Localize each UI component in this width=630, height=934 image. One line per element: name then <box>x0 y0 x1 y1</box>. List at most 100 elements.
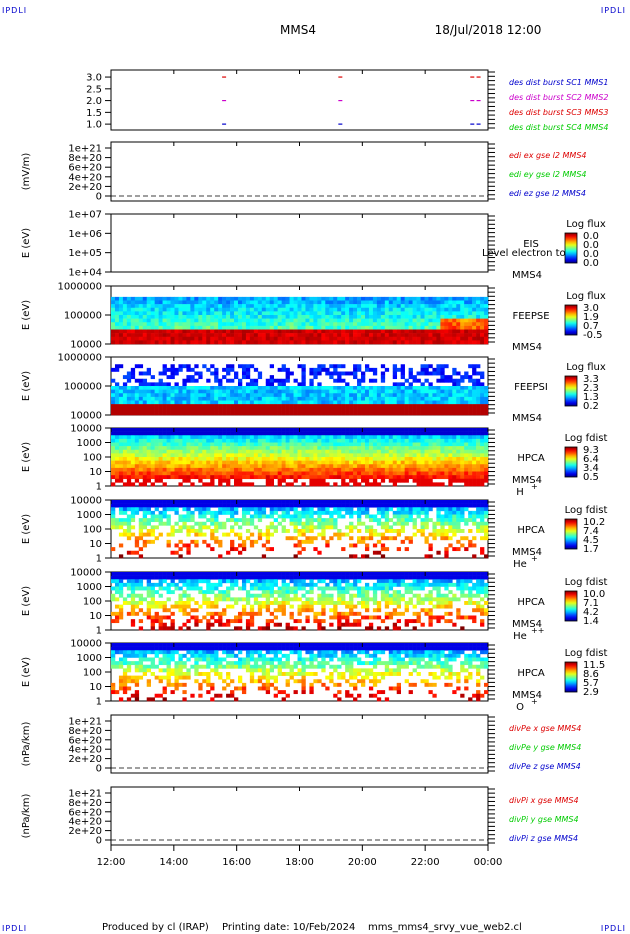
spectrogram-cell <box>198 325 203 330</box>
spectrogram-cell <box>186 364 191 369</box>
spectrogram-cell <box>214 431 219 436</box>
spectrogram-cell <box>202 322 207 327</box>
spectrogram-cell <box>448 296 453 301</box>
spectrogram-cell <box>480 296 485 301</box>
spectrogram-cell <box>416 446 421 451</box>
spectrogram-cell <box>436 510 441 515</box>
spectrogram-cell <box>146 586 151 591</box>
spectrogram-cell <box>468 389 473 394</box>
spectrogram-cell <box>170 575 175 580</box>
spectrogram-cell <box>341 532 346 537</box>
spectrogram-cell <box>376 396 382 401</box>
spectrogram-cell <box>146 507 151 512</box>
spectrogram-cell <box>333 446 338 451</box>
spectrogram-cell <box>337 449 342 454</box>
spectrogram-cell <box>368 311 374 316</box>
spectrogram-cell <box>384 393 390 398</box>
spectrogram-cell <box>460 449 465 454</box>
spectrogram-cell <box>130 597 136 602</box>
spectrogram-cell <box>178 386 183 390</box>
spectrogram-cell <box>190 336 195 341</box>
spectrogram-cell <box>178 389 183 394</box>
spectrogram-cell <box>206 543 211 548</box>
spectrogram-cell <box>118 389 124 394</box>
spectrogram-cell <box>190 378 195 383</box>
spectrogram-cell <box>333 471 338 476</box>
spectrogram-cell <box>190 525 195 530</box>
spectrogram-cell <box>249 449 255 454</box>
spectrogram-cell <box>126 449 132 454</box>
spectrogram-cell <box>392 510 398 515</box>
spectrogram-cell <box>293 325 298 330</box>
spectrogram-cell <box>174 307 179 312</box>
spectrogram-cell <box>154 304 159 309</box>
spectrogram-cell <box>293 389 298 394</box>
spectrogram-cell <box>170 300 175 305</box>
spectrogram-cell <box>448 529 453 533</box>
spectrogram-cell <box>444 536 449 541</box>
spectrogram-cell <box>170 464 175 469</box>
spectrogram-cell <box>448 300 453 305</box>
spectrogram-cell <box>396 393 401 398</box>
spectrogram-cell <box>122 507 128 512</box>
spectrogram-cell <box>122 442 128 447</box>
spectrogram-cell <box>198 457 203 461</box>
spectrogram-cell <box>182 304 187 309</box>
spectrogram-cell <box>269 457 275 461</box>
spectrogram-cell <box>230 404 235 409</box>
spectrogram-cell <box>150 411 155 416</box>
spectrogram-cell <box>412 333 417 338</box>
spectrogram-cell <box>372 378 378 383</box>
spectrogram-cell <box>361 435 366 440</box>
spectrogram-cell <box>162 438 167 443</box>
spectrogram-cell <box>420 396 425 401</box>
spectrogram-cell <box>257 446 263 451</box>
spectrogram-cell <box>392 482 398 487</box>
spectrogram-cell <box>130 503 136 508</box>
spectrogram-cell <box>214 375 219 380</box>
spectrogram-cell <box>408 518 413 523</box>
spectrogram-cell <box>178 601 183 605</box>
spectrogram-cell <box>158 389 163 394</box>
spectrogram-cell <box>484 435 489 440</box>
spectrogram-cell <box>452 449 457 454</box>
spectrogram-cell <box>285 389 290 394</box>
spectrogram-cell <box>142 431 148 436</box>
spectrogram-cell <box>230 518 235 523</box>
spectrogram-cell <box>202 539 207 544</box>
spectrogram-cell <box>114 367 120 372</box>
colorbar <box>564 446 578 478</box>
spectrogram-cell <box>265 404 271 409</box>
spectrogram-cell <box>392 460 398 465</box>
spectrogram-cell <box>170 449 175 454</box>
spectrogram-cell <box>154 518 159 523</box>
spectrogram-cell <box>166 322 171 327</box>
spectrogram-cell <box>111 510 116 515</box>
spectrogram-cell <box>230 307 235 312</box>
spectrogram-cell <box>416 300 421 305</box>
spectrogram-cell <box>408 431 413 436</box>
spectrogram-cell <box>269 378 275 383</box>
spectrogram-cell <box>285 322 290 327</box>
spectrogram-cell <box>130 428 136 432</box>
spectrogram-cell <box>170 311 175 316</box>
spectrogram-cell <box>174 318 179 323</box>
spectrogram-cell <box>285 438 290 443</box>
spectrogram-cell <box>162 311 167 316</box>
spectrogram-cell <box>241 507 247 512</box>
spectrogram-cell <box>325 543 330 548</box>
spectrogram-cell <box>130 333 136 338</box>
spectrogram-cell <box>364 386 370 390</box>
spectrogram-cell <box>166 500 171 504</box>
spectrogram-cell <box>396 431 401 436</box>
spectrogram-cell <box>432 393 437 398</box>
spectrogram-cell <box>241 367 247 372</box>
spectrogram-cell <box>206 525 211 530</box>
spectrogram-cell <box>353 475 358 480</box>
spectrogram-cell <box>349 536 354 541</box>
spectrogram-cell <box>341 318 346 323</box>
spectrogram-cell <box>182 622 187 627</box>
spectrogram-cell <box>241 375 247 380</box>
spectrogram-cell <box>464 547 469 552</box>
spectrogram-cell <box>436 329 441 334</box>
